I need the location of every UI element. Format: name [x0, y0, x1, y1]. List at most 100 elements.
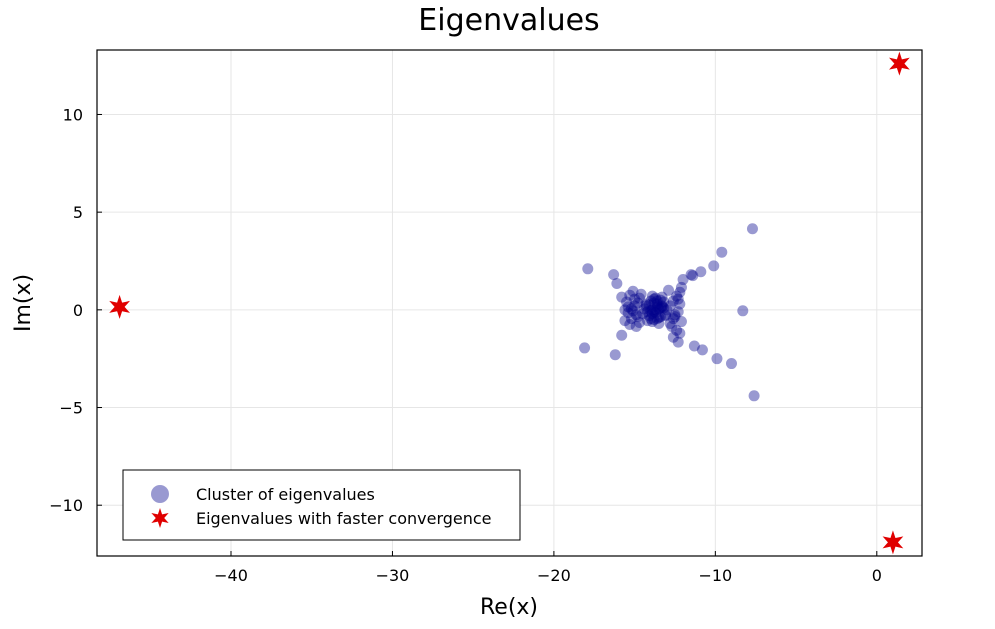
- cluster-point: [746, 223, 758, 235]
- cluster-point: [667, 331, 679, 343]
- x-tick-label: −30: [376, 566, 410, 585]
- cluster-point: [648, 297, 660, 309]
- cluster-point: [675, 316, 687, 328]
- cluster-point: [711, 353, 723, 365]
- cluster-point: [645, 305, 657, 317]
- cluster-point: [621, 296, 633, 308]
- y-tick-label: 5: [73, 203, 83, 222]
- cluster-point: [640, 300, 652, 312]
- legend-cluster-marker: [151, 485, 169, 503]
- cluster-point: [654, 302, 666, 314]
- chart-title: Eigenvalues: [418, 3, 599, 38]
- cluster-point: [688, 340, 700, 352]
- cluster-point: [629, 293, 641, 305]
- cluster-point: [669, 311, 681, 323]
- legend-cluster-label: Cluster of eigenvalues: [196, 485, 375, 504]
- cluster-point: [629, 300, 641, 312]
- cluster-point: [672, 336, 684, 348]
- plot-frame: [96, 49, 923, 557]
- cluster-point: [651, 295, 663, 307]
- y-tick-label: 0: [73, 301, 83, 320]
- cluster-point: [635, 288, 647, 300]
- cluster-point: [650, 304, 662, 316]
- y-axis-label: Im(x): [11, 274, 36, 332]
- cluster-point: [656, 291, 668, 303]
- cluster-point: [646, 316, 658, 328]
- cluster-point: [669, 309, 681, 321]
- cluster-point: [674, 286, 686, 298]
- cluster-point: [674, 298, 686, 310]
- cluster-point: [675, 281, 687, 293]
- cluster-point: [656, 301, 668, 313]
- x-axis-label: Re(x): [480, 595, 538, 620]
- cluster-point: [725, 358, 737, 370]
- cluster-point: [645, 313, 657, 325]
- legend-fast-marker: [151, 508, 169, 528]
- cluster-point: [611, 277, 623, 289]
- cluster-point: [650, 307, 662, 319]
- y-tick-label: 10: [63, 105, 83, 124]
- cluster-point: [633, 292, 645, 304]
- cluster-point: [608, 269, 620, 281]
- cluster-point: [648, 293, 660, 305]
- fast-convergence-point: [889, 51, 910, 76]
- cluster-point: [622, 307, 634, 319]
- cluster-point: [648, 314, 660, 326]
- cluster-point: [645, 295, 657, 307]
- cluster-point: [646, 290, 658, 302]
- cluster-point: [695, 266, 707, 278]
- cluster-point: [654, 311, 666, 323]
- cluster-point: [632, 311, 644, 323]
- cluster-series: [579, 223, 760, 402]
- cluster-point: [630, 320, 642, 332]
- cluster-point: [671, 324, 683, 336]
- y-tick-label: −10: [49, 496, 83, 515]
- x-axis-ticks: −40 −30 −20 −10 0: [214, 551, 882, 585]
- cluster-point: [677, 274, 689, 286]
- cluster-point: [659, 310, 671, 322]
- cluster-point: [653, 318, 665, 330]
- fast-convergence-point: [109, 294, 130, 319]
- cluster-point: [696, 344, 708, 356]
- y-tick-label: −5: [59, 399, 83, 418]
- cluster-point: [646, 304, 658, 316]
- cluster-point: [659, 309, 671, 321]
- cluster-point: [582, 263, 594, 275]
- fast-convergence-point: [882, 530, 904, 555]
- cluster-point: [748, 390, 760, 402]
- cluster-point: [625, 303, 637, 315]
- cluster-point: [633, 317, 645, 329]
- cluster-point: [651, 301, 663, 313]
- cluster-point: [627, 305, 639, 317]
- cluster-point: [622, 301, 634, 313]
- legend: Cluster of eigenvalues Eigenvalues with …: [122, 469, 521, 541]
- cluster-point: [624, 289, 636, 301]
- cluster-point: [737, 305, 749, 317]
- cluster-point: [609, 349, 621, 361]
- cluster-point: [643, 310, 655, 322]
- cluster-point: [672, 306, 684, 318]
- cluster-point: [638, 303, 650, 315]
- cluster-point: [625, 313, 637, 325]
- cluster-point: [667, 295, 679, 307]
- cluster-point: [619, 315, 631, 327]
- cluster-point: [667, 313, 679, 325]
- x-tick-label: −10: [698, 566, 732, 585]
- cluster-point: [648, 306, 660, 318]
- cluster-point: [646, 308, 658, 320]
- cluster-point: [661, 304, 673, 316]
- cluster-point: [637, 308, 649, 320]
- fast-convergence-series: [109, 51, 910, 555]
- cluster-point: [663, 284, 675, 296]
- legend-box: [122, 469, 521, 541]
- cluster-point: [653, 312, 665, 324]
- cluster-point: [643, 299, 655, 311]
- cluster-point: [685, 269, 697, 281]
- y-axis-ticks: −10 −5 0 5 10: [49, 105, 102, 515]
- cluster-point: [650, 292, 662, 304]
- cluster-point: [640, 298, 652, 310]
- cluster-point: [664, 300, 676, 312]
- cluster-point: [624, 318, 636, 330]
- cluster-point: [630, 309, 642, 321]
